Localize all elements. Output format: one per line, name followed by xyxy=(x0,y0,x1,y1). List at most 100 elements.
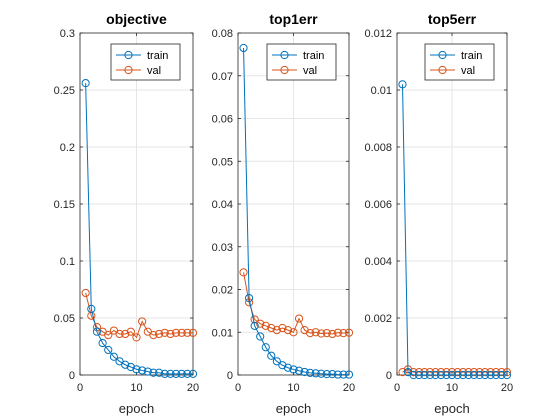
data-point-val xyxy=(171,328,181,337)
data-point-val xyxy=(311,328,320,337)
data-point-val xyxy=(155,329,164,339)
legend-marker-train xyxy=(438,50,447,60)
y-tick-label: 0.15 xyxy=(54,199,75,211)
x-tick-label: 10 xyxy=(130,382,142,394)
y-tick-label: 0.01 xyxy=(371,85,392,97)
data-point-train xyxy=(431,370,440,380)
legend: train val xyxy=(266,43,337,81)
chart-title: objective xyxy=(106,11,167,27)
data-point-train xyxy=(177,369,186,378)
data-point-train xyxy=(155,368,164,377)
x-tick-label: 0 xyxy=(235,382,241,394)
x-axis-label: epoch xyxy=(434,401,469,416)
data-point-train xyxy=(464,370,473,380)
y-tick-label: 0.01 xyxy=(212,327,233,339)
data-point-train xyxy=(294,366,304,375)
data-point-val xyxy=(121,329,130,339)
chart-title: top5err xyxy=(428,11,477,27)
data-point-train xyxy=(239,43,248,53)
data-point-train xyxy=(87,304,96,313)
y-tick-label: 0.07 xyxy=(212,71,233,83)
chart-panel-objective: 0 0.05 0.1 0.15 0.2 0.25 0.3 0 10 20 epoch objectiv… xyxy=(54,11,200,416)
data-point-train xyxy=(414,370,424,380)
data-point-val xyxy=(160,328,169,337)
chart-panel-top1err: 0 0.01 0.02 0.03 0.04 0.05 0.06 0.07 0.08 0 10 20 ep… xyxy=(212,11,356,416)
data-point-train xyxy=(497,370,506,380)
y-tick-label: 0.05 xyxy=(54,313,75,325)
y-tick-label: 0.004 xyxy=(364,256,392,268)
series-train xyxy=(398,80,512,380)
legend-marker-val xyxy=(280,65,289,75)
data-point-val xyxy=(306,329,315,338)
data-point-val xyxy=(289,328,298,337)
data-point-train xyxy=(425,370,435,380)
data-point-train xyxy=(183,369,192,378)
data-point-train xyxy=(160,369,169,378)
legend-box xyxy=(266,43,337,81)
y-tick-label: 0.002 xyxy=(364,313,392,325)
data-point-val xyxy=(188,328,198,337)
series-train xyxy=(239,43,354,379)
data-point-train xyxy=(502,370,512,380)
data-point-train xyxy=(289,365,298,374)
data-point-train xyxy=(480,370,490,380)
y-tick-label: 0 xyxy=(386,370,392,382)
x-tick-label: 10 xyxy=(446,382,458,394)
data-point-train xyxy=(256,332,265,341)
series-line-val xyxy=(243,272,350,335)
x-axis-label: epoch xyxy=(276,401,311,416)
y-tick-label: 0.03 xyxy=(212,242,233,254)
y-tick-label: 0 xyxy=(69,370,75,382)
data-point-train xyxy=(245,293,254,303)
x-tick-label: 0 xyxy=(77,382,83,394)
data-point-train xyxy=(436,370,446,380)
data-point-val xyxy=(261,321,270,330)
legend-label-val: val xyxy=(303,65,317,77)
series-val xyxy=(81,288,198,342)
data-point-val xyxy=(322,329,331,338)
data-point-val xyxy=(344,328,354,337)
chart-title: top1err xyxy=(269,11,318,27)
legend-marker-val xyxy=(438,65,447,75)
legend-marker-val xyxy=(124,65,133,75)
data-point-val xyxy=(132,333,141,342)
data-point-train xyxy=(333,370,342,379)
data-point-train xyxy=(278,361,287,370)
series-line-train xyxy=(85,83,193,375)
series-val xyxy=(239,268,354,339)
y-tick-label: 0.006 xyxy=(364,199,392,211)
legend-label-train: train xyxy=(147,50,168,62)
legend-box xyxy=(110,43,181,81)
x-tick-label: 0 xyxy=(394,382,400,394)
data-point-train xyxy=(469,370,479,380)
data-point-train xyxy=(311,369,320,378)
y-tick-label: 0.25 xyxy=(54,85,75,97)
x-tick-label: 20 xyxy=(187,382,199,394)
data-point-train xyxy=(409,370,418,380)
data-point-val xyxy=(283,326,293,335)
data-point-train xyxy=(261,343,270,352)
data-point-train xyxy=(344,370,354,379)
legend-box xyxy=(424,43,495,81)
data-point-train xyxy=(121,360,130,369)
data-point-train xyxy=(306,368,315,377)
data-point-train xyxy=(250,321,259,330)
legend-label-val: val xyxy=(461,65,475,77)
data-point-train xyxy=(458,370,468,380)
data-point-train xyxy=(328,370,337,379)
data-point-train xyxy=(442,370,451,380)
data-point-train xyxy=(283,363,293,372)
series-train xyxy=(81,79,198,378)
data-point-val xyxy=(339,329,348,338)
legend-label-train: train xyxy=(303,50,324,62)
data-point-val xyxy=(115,329,124,339)
data-point-train xyxy=(300,367,309,377)
data-point-val xyxy=(183,328,192,337)
data-point-val xyxy=(278,323,287,333)
legend-label-train: train xyxy=(461,50,482,62)
data-point-val xyxy=(239,268,248,277)
y-tick-label: 0.08 xyxy=(212,28,233,40)
data-point-train xyxy=(398,80,407,89)
data-point-train xyxy=(132,365,141,374)
data-point-train xyxy=(475,370,484,380)
